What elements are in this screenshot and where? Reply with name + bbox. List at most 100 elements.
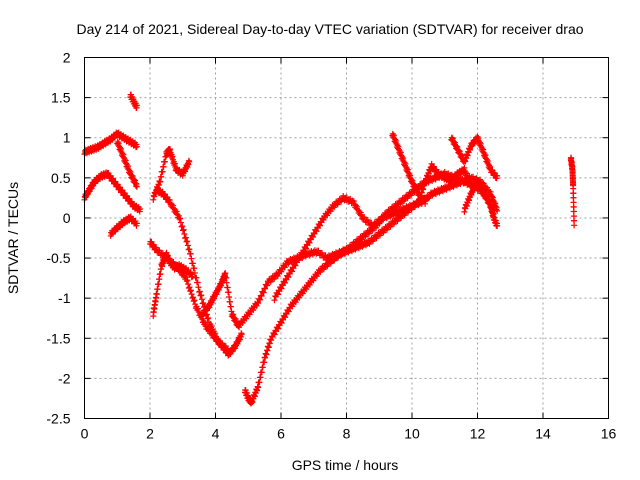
data-point [285, 308, 292, 315]
x-tick-label: 12 [470, 426, 486, 442]
data-point [571, 222, 578, 229]
y-axis-label: SDTVAR / TECUs [5, 182, 21, 294]
y-tick-label: -0.5 [46, 250, 70, 266]
data-point [296, 256, 303, 263]
data-point [258, 292, 265, 299]
data-point [494, 207, 501, 214]
data-point [285, 274, 292, 281]
data-point [188, 291, 195, 298]
data-point [182, 234, 189, 241]
data-point [198, 296, 205, 303]
data-point [186, 284, 193, 291]
data-point [288, 268, 295, 275]
data-point [194, 305, 201, 312]
data-point [183, 274, 190, 281]
data-point [494, 222, 501, 229]
data-point [317, 222, 324, 229]
data-point [274, 291, 281, 298]
data-point [198, 292, 205, 299]
data-point [185, 281, 192, 288]
data-point [137, 205, 144, 212]
data-point [187, 288, 194, 295]
data-point [133, 102, 140, 109]
data-point [255, 300, 262, 307]
data-point [278, 285, 285, 292]
data-point [191, 269, 198, 276]
series-track-d [127, 91, 140, 111]
data-point [184, 242, 191, 249]
y-tick-label: 0.5 [51, 170, 71, 186]
data-point [193, 274, 200, 281]
data-point [186, 158, 193, 165]
data-point [189, 273, 196, 280]
series-track-o [415, 160, 474, 207]
data-point [238, 331, 245, 338]
data-point [170, 202, 177, 209]
data-point [173, 208, 180, 215]
x-tick-label: 2 [146, 426, 154, 442]
y-tick-label: 1 [63, 130, 71, 146]
data-point [133, 183, 140, 190]
data-point [200, 299, 207, 306]
data-point [191, 265, 198, 272]
x-tick-label: 10 [404, 426, 420, 442]
data-point [422, 200, 429, 207]
data-point [188, 255, 195, 262]
y-tick-label: 0 [63, 210, 71, 226]
data-point [180, 270, 187, 277]
data-point [201, 319, 208, 326]
data-point [194, 279, 201, 286]
x-tick-label: 8 [343, 426, 351, 442]
chart-title: Day 214 of 2021, Sidereal Day-to-day VTE… [76, 21, 583, 37]
data-point [350, 198, 357, 205]
data-point [260, 289, 267, 296]
x-tick-label: 0 [81, 426, 89, 442]
y-tick-label: -1 [58, 290, 71, 306]
data-point [275, 325, 282, 332]
series-track-q [461, 176, 501, 229]
x-tick-label: 6 [277, 426, 285, 442]
marks-layer [81, 91, 578, 407]
data-point [187, 250, 194, 257]
x-tick-label: 4 [212, 426, 220, 442]
data-point [271, 331, 278, 338]
data-point [313, 228, 320, 235]
data-point [184, 277, 191, 284]
data-point [190, 298, 197, 305]
y-tick-label: 2 [63, 50, 71, 66]
data-point [181, 230, 188, 237]
data-point [179, 223, 186, 230]
data-point [292, 262, 299, 269]
data-point [187, 287, 194, 294]
data-point [133, 220, 140, 227]
y-tick-label: -2.5 [46, 411, 70, 427]
data-point [186, 246, 193, 253]
y-tick-label: -1.5 [46, 330, 70, 346]
data-point [354, 203, 361, 210]
y-tick-label: 1.5 [51, 90, 71, 106]
data-point [310, 234, 317, 241]
data-point [183, 278, 190, 285]
data-point [166, 196, 173, 203]
series-track-c [107, 213, 140, 239]
data-point [281, 279, 288, 286]
data-point [184, 238, 191, 245]
data-point [205, 324, 212, 331]
x-tick-label: 14 [535, 426, 551, 442]
data-point [208, 323, 215, 330]
data-point [271, 297, 278, 304]
data-point [173, 262, 180, 269]
data-point [180, 226, 187, 233]
series-track-a [81, 129, 140, 158]
data-point [262, 285, 269, 292]
data-point [357, 209, 364, 216]
x-tick-label: 16 [601, 426, 617, 442]
data-point [306, 239, 313, 246]
series-track-r [567, 154, 578, 229]
data-point [257, 296, 264, 303]
series-track-b [81, 169, 144, 215]
data-point [196, 288, 203, 295]
data-point [177, 219, 184, 226]
series-track-i [147, 238, 245, 359]
data-point [484, 184, 491, 191]
